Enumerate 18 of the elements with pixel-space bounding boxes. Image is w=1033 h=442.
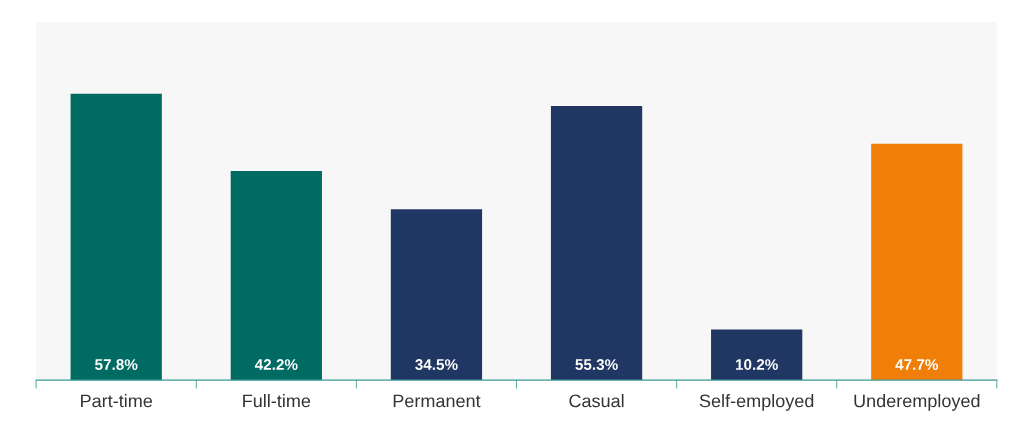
data-label: 57.8% — [95, 359, 138, 370]
data-label: 10.2% — [735, 359, 778, 370]
x-tick-label: Casual — [569, 394, 624, 408]
data-label: 34.5% — [415, 359, 458, 370]
x-tick-label: Part-time — [81, 394, 153, 408]
x-tick-label: Permanent — [393, 394, 481, 408]
data-label: 42.2% — [254, 359, 298, 370]
data-label: 47.7% — [895, 359, 939, 370]
bar — [390, 209, 483, 381]
bar — [70, 93, 162, 381]
x-tick-label: Full-time — [243, 394, 311, 408]
data-label: 55.3% — [575, 359, 618, 370]
x-tick-label: Self-employed — [699, 394, 814, 411]
x-tick-label: Underemployed — [854, 394, 980, 411]
bar — [871, 143, 963, 381]
bar — [550, 106, 643, 381]
bar — [711, 329, 803, 381]
bar — [230, 171, 322, 381]
